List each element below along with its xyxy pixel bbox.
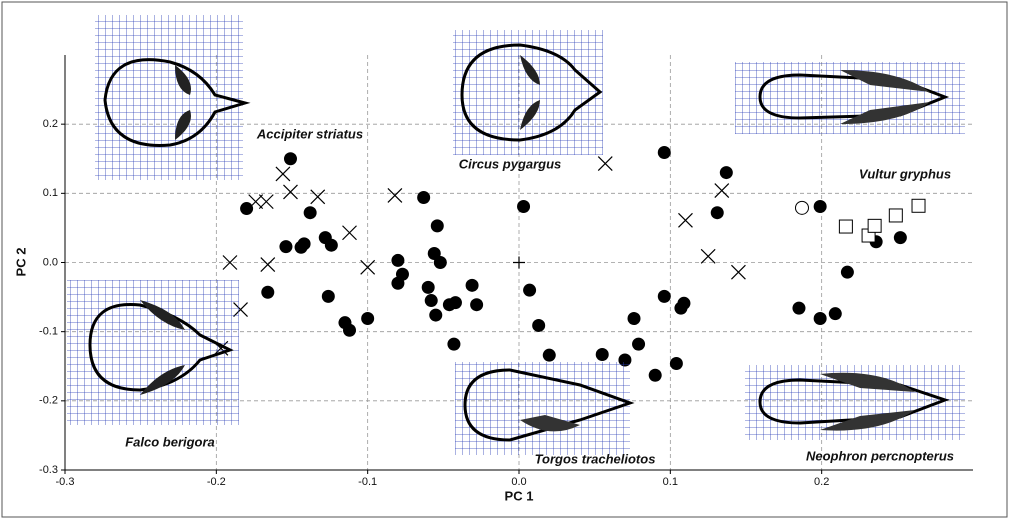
point	[240, 202, 254, 216]
y-tick-label: -0.2	[39, 395, 58, 407]
y-tick-label: -0.1	[39, 326, 58, 338]
point	[813, 199, 827, 213]
point	[275, 166, 291, 182]
point	[360, 259, 376, 275]
y-tick-label: 0.0	[43, 256, 58, 268]
point	[867, 218, 882, 233]
x-tick-label: -0.3	[56, 476, 75, 488]
annotation: Accipiter striatus	[256, 126, 363, 141]
point	[794, 200, 809, 215]
point	[657, 146, 671, 160]
point	[342, 225, 357, 241]
shape-grid	[455, 362, 635, 455]
point	[595, 347, 609, 361]
point	[911, 198, 926, 213]
shape-grid	[453, 30, 603, 155]
point	[813, 312, 827, 326]
point	[714, 183, 730, 198]
point	[283, 184, 298, 200]
point	[678, 212, 693, 228]
point	[222, 255, 238, 270]
point	[391, 253, 405, 267]
point	[261, 285, 275, 299]
point	[513, 256, 525, 269]
y-tick-label: 0.2	[43, 118, 58, 130]
point	[424, 294, 438, 308]
point	[648, 368, 662, 382]
point	[470, 298, 484, 312]
point	[632, 337, 646, 351]
point	[657, 289, 671, 303]
point	[523, 283, 537, 297]
point	[532, 318, 546, 332]
point	[448, 296, 462, 310]
point	[258, 194, 274, 210]
point	[888, 208, 903, 223]
y-axis-label: PC 2	[13, 248, 28, 277]
shape-grid	[95, 15, 251, 180]
point	[447, 337, 461, 351]
point	[310, 189, 326, 205]
shape-grid	[67, 280, 239, 425]
point	[324, 238, 338, 252]
point	[700, 248, 716, 264]
point	[297, 237, 311, 251]
point	[838, 219, 853, 234]
point	[710, 206, 724, 220]
point	[417, 190, 431, 204]
point	[893, 231, 907, 245]
point	[719, 166, 733, 180]
point	[279, 240, 293, 254]
annotation: Vultur gryphus	[859, 166, 951, 181]
annotation: Falco berigora	[125, 434, 215, 449]
x-tick-label: -0.1	[358, 476, 377, 488]
point	[433, 256, 447, 269]
point	[597, 156, 613, 172]
annotation: Torgos tracheliotos	[535, 451, 656, 466]
point	[429, 308, 443, 322]
x-axis-label: PC 1	[505, 488, 534, 503]
point	[669, 356, 683, 370]
point	[731, 264, 746, 280]
point	[395, 267, 409, 281]
point	[542, 348, 556, 362]
point	[343, 323, 357, 337]
point	[840, 265, 854, 279]
point	[517, 199, 531, 213]
x-tick-label: -0.2	[207, 476, 226, 488]
x-tick-label: 0.0	[511, 476, 526, 488]
y-tick-label: -0.3	[39, 464, 58, 476]
axes	[64, 55, 973, 471]
point	[677, 296, 691, 310]
shape-grid	[745, 365, 965, 440]
shape-grids	[67, 15, 965, 455]
annotation: Circus pygargus	[459, 156, 562, 171]
x-tick-label: 0.1	[663, 476, 678, 488]
point	[361, 312, 375, 326]
point	[430, 219, 444, 233]
shape-grid	[735, 62, 965, 134]
point	[828, 307, 842, 321]
annotation: Neophron percnopterus	[806, 448, 954, 463]
x-tick-label: 0.2	[814, 476, 829, 488]
y-tick-label: 0.1	[43, 187, 58, 199]
point	[283, 152, 297, 166]
point	[421, 280, 435, 294]
point	[248, 194, 264, 210]
point	[465, 278, 479, 292]
point	[260, 257, 276, 272]
point	[387, 187, 403, 203]
point	[792, 301, 806, 315]
point	[321, 289, 335, 303]
point	[303, 206, 317, 220]
point	[627, 312, 641, 326]
